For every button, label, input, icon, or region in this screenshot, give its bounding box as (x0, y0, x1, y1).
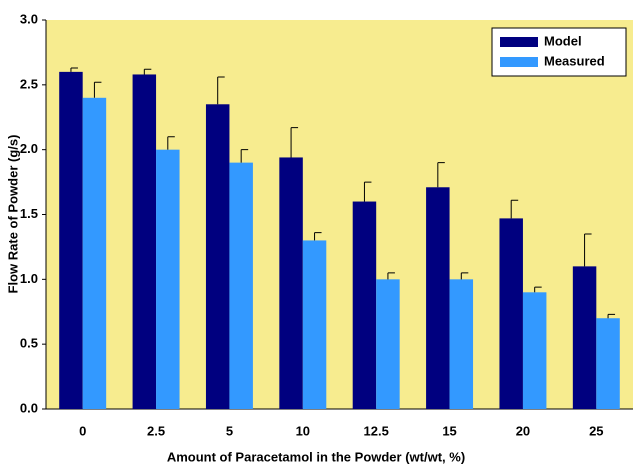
x-tick-label: 10 (296, 423, 310, 438)
x-tick-label: 0 (79, 423, 86, 438)
bar (352, 201, 377, 409)
bar (279, 157, 303, 409)
error-bar (584, 233, 592, 267)
error-bar (363, 181, 372, 202)
x-tick-label: 2.5 (147, 423, 165, 438)
y-tick-label: 2.0 (20, 141, 38, 156)
error-bar (607, 313, 616, 319)
bar (596, 318, 620, 409)
legend-box (491, 27, 627, 77)
error-bar (510, 199, 519, 219)
y-tick-label: 0.0 (20, 400, 38, 415)
bar (205, 104, 230, 410)
legend-label: Model (544, 33, 582, 48)
error-bar (240, 149, 249, 163)
x-tick-label: 15 (442, 423, 456, 438)
bar (229, 162, 253, 409)
error-bar (217, 76, 225, 105)
error-bar (167, 136, 175, 150)
bar (302, 240, 327, 409)
bar (132, 74, 157, 410)
legend-swatch (500, 37, 538, 47)
error-bar (314, 232, 322, 241)
error-bar (290, 127, 299, 158)
legend-swatch (500, 57, 538, 67)
error-bar (387, 272, 395, 280)
error-bar (70, 67, 78, 72)
y-tick-label: 3.0 (20, 11, 38, 26)
bar (59, 71, 83, 409)
y-tick-label: 1.5 (20, 206, 38, 221)
bar (376, 279, 400, 409)
y-tick-label: 2.5 (20, 76, 38, 91)
bar (499, 218, 523, 409)
y-tick-label: 1.0 (20, 271, 38, 286)
error-bar (437, 162, 445, 188)
y-axis-title: Flow Rate of Powder (g/s) (5, 135, 20, 294)
legend-label: Measured (544, 53, 605, 68)
error-bar (534, 286, 542, 293)
x-tick-label: 25 (589, 423, 603, 438)
x-tick-label: 12.5 (364, 423, 389, 438)
error-bar (143, 68, 152, 75)
x-tick-label: 5 (226, 423, 233, 438)
bar (426, 187, 450, 409)
x-axis-title: Amount of Paracetamol in the Powder (wt/… (167, 449, 465, 464)
bar (449, 279, 474, 409)
error-bar (460, 272, 469, 280)
error-bar (93, 81, 102, 98)
x-tick-label: 20 (516, 423, 530, 438)
bar (82, 97, 107, 410)
bar (572, 266, 597, 409)
bar (156, 149, 180, 409)
y-tick-label: 0.5 (20, 336, 38, 351)
bar (522, 292, 547, 409)
